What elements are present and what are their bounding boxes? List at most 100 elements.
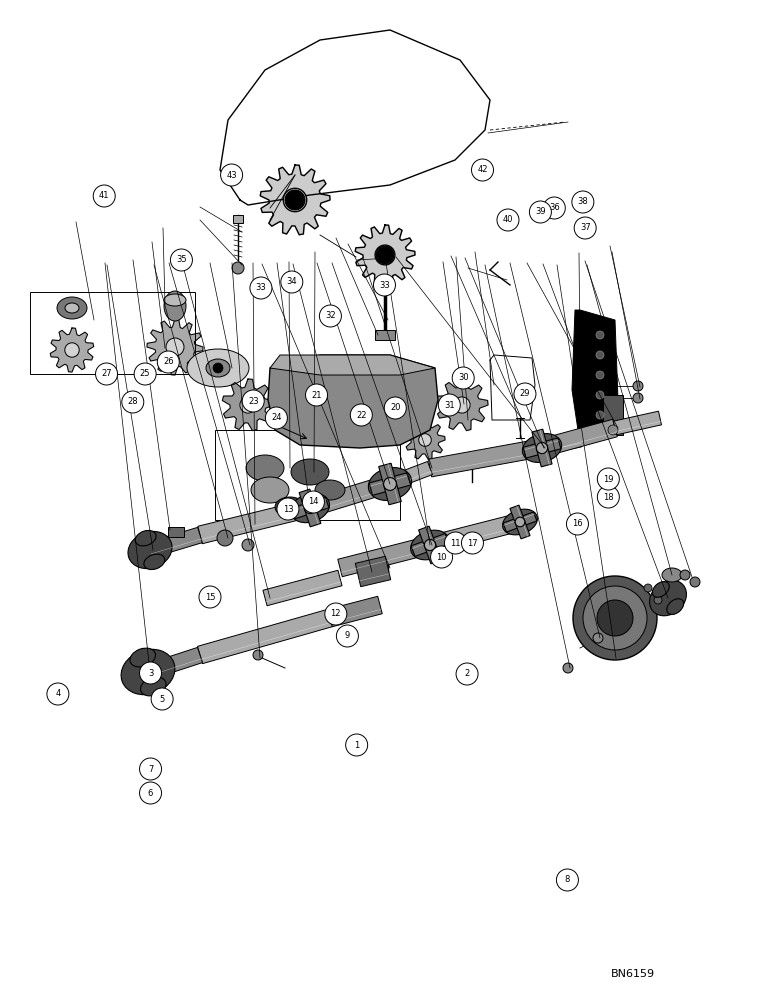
Circle shape <box>242 539 254 551</box>
Circle shape <box>166 338 184 356</box>
Circle shape <box>462 532 483 554</box>
Circle shape <box>242 390 264 412</box>
Ellipse shape <box>315 480 345 500</box>
Ellipse shape <box>667 599 684 614</box>
Circle shape <box>557 869 578 891</box>
Circle shape <box>134 363 156 385</box>
Ellipse shape <box>649 580 686 616</box>
Circle shape <box>574 217 596 239</box>
Text: 27: 27 <box>101 369 112 378</box>
Text: 12: 12 <box>330 609 341 618</box>
Circle shape <box>596 351 604 359</box>
Polygon shape <box>369 473 411 495</box>
Polygon shape <box>411 534 449 556</box>
Text: 26: 26 <box>163 358 174 366</box>
Circle shape <box>572 191 594 213</box>
Circle shape <box>633 393 643 403</box>
Circle shape <box>567 513 588 535</box>
Text: 34: 34 <box>286 277 297 286</box>
Circle shape <box>680 570 690 580</box>
Ellipse shape <box>652 582 669 597</box>
Circle shape <box>232 262 244 274</box>
Circle shape <box>285 190 305 210</box>
Circle shape <box>283 188 306 212</box>
Circle shape <box>384 397 406 419</box>
Circle shape <box>598 468 619 490</box>
Ellipse shape <box>187 349 249 387</box>
Circle shape <box>644 584 652 592</box>
Circle shape <box>217 530 233 546</box>
Bar <box>215 430 400 520</box>
Text: 40: 40 <box>503 216 513 225</box>
Text: 25: 25 <box>140 369 151 378</box>
Text: 41: 41 <box>99 192 110 200</box>
Circle shape <box>573 576 657 660</box>
Polygon shape <box>503 512 537 532</box>
Circle shape <box>384 478 396 490</box>
Text: 8: 8 <box>565 876 570 884</box>
Text: 13: 13 <box>283 504 293 514</box>
Text: 18: 18 <box>603 492 614 502</box>
Circle shape <box>140 782 161 804</box>
Circle shape <box>140 758 161 780</box>
Ellipse shape <box>141 677 166 696</box>
Polygon shape <box>532 429 552 467</box>
Ellipse shape <box>368 468 411 500</box>
Circle shape <box>376 246 394 264</box>
Bar <box>30 292 195 374</box>
Circle shape <box>597 600 633 636</box>
Polygon shape <box>614 411 662 435</box>
Text: 6: 6 <box>148 788 153 798</box>
Ellipse shape <box>411 530 449 560</box>
Polygon shape <box>270 355 435 375</box>
Circle shape <box>530 201 551 223</box>
Circle shape <box>304 502 316 514</box>
Text: 38: 38 <box>577 198 588 207</box>
Text: 1: 1 <box>354 740 359 750</box>
Text: 11: 11 <box>450 538 461 548</box>
Polygon shape <box>198 499 312 544</box>
Circle shape <box>337 625 358 647</box>
Text: 10: 10 <box>436 552 447 562</box>
Circle shape <box>65 343 80 357</box>
Ellipse shape <box>164 294 186 306</box>
Bar <box>233 215 243 223</box>
Text: 22: 22 <box>356 410 367 420</box>
Polygon shape <box>379 463 401 505</box>
Circle shape <box>320 305 341 327</box>
Text: 31: 31 <box>444 400 455 410</box>
Circle shape <box>157 351 179 373</box>
Text: 7: 7 <box>148 764 153 774</box>
Polygon shape <box>263 570 342 606</box>
Circle shape <box>593 633 603 643</box>
Text: 33: 33 <box>256 284 266 292</box>
Text: 32: 32 <box>325 312 336 320</box>
Circle shape <box>96 363 117 385</box>
Text: 4: 4 <box>56 690 60 698</box>
Text: 28: 28 <box>127 397 138 406</box>
Circle shape <box>253 650 263 660</box>
Text: BN6159: BN6159 <box>611 969 655 979</box>
Ellipse shape <box>130 648 155 667</box>
Text: 43: 43 <box>226 170 237 180</box>
Polygon shape <box>145 647 202 680</box>
Circle shape <box>633 381 643 391</box>
Circle shape <box>350 404 372 426</box>
Bar <box>168 527 184 537</box>
Circle shape <box>654 596 662 604</box>
Circle shape <box>445 532 466 554</box>
Polygon shape <box>268 355 438 448</box>
Polygon shape <box>147 319 203 375</box>
Circle shape <box>472 159 493 181</box>
Circle shape <box>199 586 221 608</box>
Polygon shape <box>299 489 321 527</box>
Ellipse shape <box>503 509 537 535</box>
Ellipse shape <box>246 455 284 481</box>
Circle shape <box>306 384 327 406</box>
Polygon shape <box>50 328 93 372</box>
Circle shape <box>281 271 303 293</box>
Circle shape <box>452 367 474 389</box>
Polygon shape <box>147 527 202 558</box>
Circle shape <box>596 331 604 339</box>
Ellipse shape <box>275 497 305 517</box>
